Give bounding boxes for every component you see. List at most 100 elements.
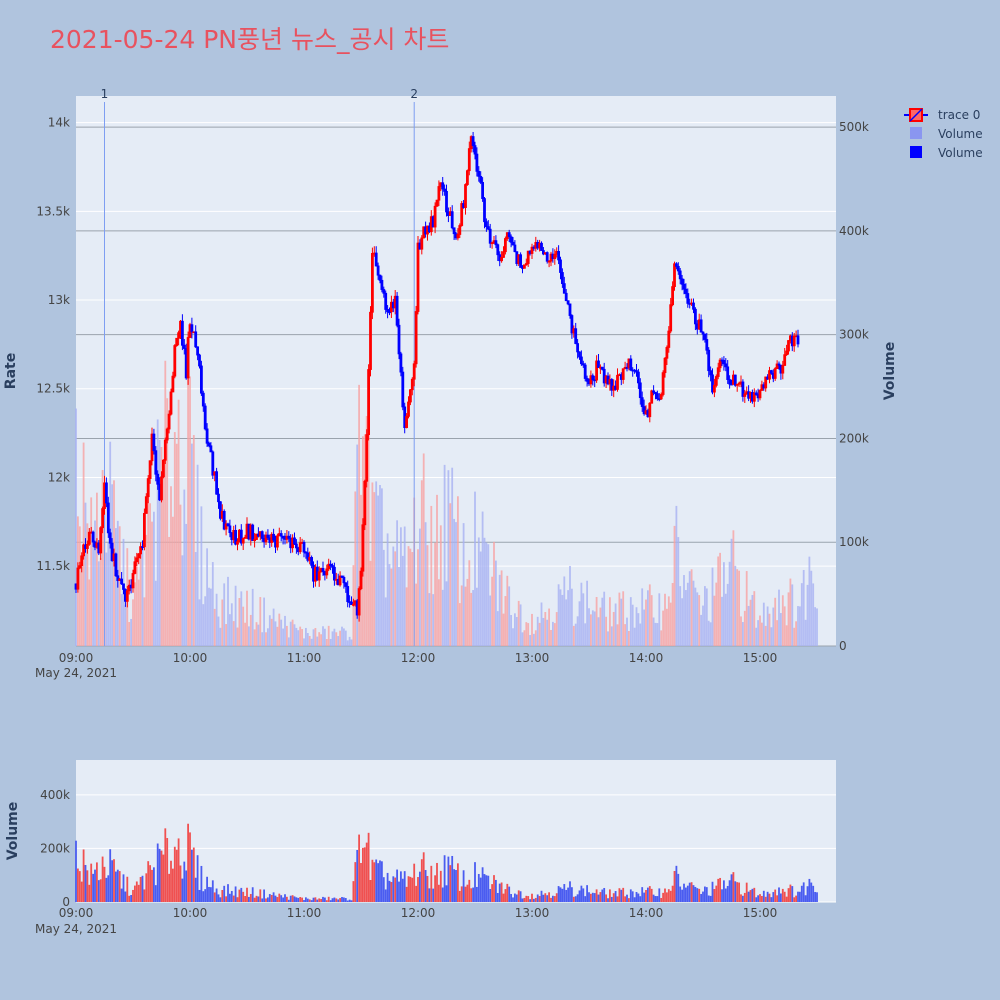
legend-item-candles[interactable]: trace 0 (904, 108, 980, 122)
candle-body (600, 366, 604, 370)
candle-body (699, 319, 703, 333)
candle-body (363, 480, 367, 526)
volume-bar (246, 887, 248, 902)
candle-body (675, 263, 678, 267)
volume-overlay-bar (601, 597, 604, 646)
volume-bar (162, 854, 165, 902)
volume-overlay-bar (217, 616, 220, 646)
volume-bar (553, 896, 556, 902)
candle-body (182, 344, 186, 349)
volume-bar (139, 877, 142, 902)
volume-overlay-bar (390, 568, 393, 646)
volume-bar (86, 870, 89, 902)
candle-body (585, 378, 589, 382)
volume-bar (187, 823, 189, 902)
candle-body (156, 473, 160, 485)
volume-bar (677, 873, 680, 902)
volume-overlay-bar (705, 588, 708, 646)
volume-bar (78, 871, 81, 902)
candle-body (386, 309, 390, 313)
volume-bar (757, 895, 759, 902)
candle-body (547, 260, 551, 263)
volume-overlay-bar (303, 638, 305, 646)
volume-overlay-bar (411, 552, 414, 646)
candle-body (481, 182, 485, 199)
volume-bar (223, 885, 226, 902)
volume-overlay-bar (677, 537, 680, 646)
volume-overlay-bar (764, 625, 767, 646)
price-x-tick-label: 14:00 (629, 651, 664, 665)
volume-bar (723, 880, 725, 902)
volume-overlay-bar (591, 610, 594, 646)
volume-overlay-bar (508, 586, 511, 646)
candle-body (488, 228, 492, 244)
candle-body (139, 546, 143, 555)
volume-bar (724, 888, 727, 902)
volume-overlay-bar (439, 525, 442, 646)
volume-bar (690, 882, 693, 902)
volume-bar (97, 880, 100, 902)
legend[interactable]: trace 0 Volume Volume (904, 108, 983, 160)
volume-overlay-bar (810, 570, 813, 646)
volume-overlay-bar (147, 487, 150, 646)
volume-bar (812, 885, 815, 902)
legend-item-volume[interactable]: Volume (910, 146, 983, 160)
legend-item-volume-overlay[interactable]: Volume (910, 127, 983, 141)
volume-x-tick-label: 15:00 (743, 906, 778, 920)
candle-body (106, 502, 110, 534)
candle-body (648, 402, 652, 418)
candle-body (101, 508, 104, 529)
volume-bar (726, 885, 729, 902)
candle-body (783, 354, 787, 366)
volume-bar (436, 862, 438, 902)
candle-body (502, 251, 505, 258)
volume-bar (628, 898, 630, 902)
volume-bar (533, 898, 535, 902)
candle-body (561, 272, 564, 285)
volume-overlay-bar (268, 615, 271, 646)
candle-body (272, 533, 276, 541)
volume-overlay-bar (753, 591, 756, 646)
volume-bar (762, 890, 765, 902)
volume-overlay-bar (232, 621, 235, 646)
candle-body (477, 170, 481, 177)
price-x-tick-label: 11:00 (287, 651, 322, 665)
volume-overlay-bar (445, 581, 448, 646)
volume-bar (198, 889, 201, 902)
volume-x-tick-label: 12:00 (401, 906, 436, 920)
volume-overlay-bar (588, 608, 590, 646)
candle-body (359, 570, 363, 590)
volume-overlay-bar (398, 566, 400, 646)
volume-bar (643, 892, 645, 902)
candle-body (595, 360, 598, 381)
candle-body (735, 383, 739, 386)
volume-overlay-bar (648, 584, 651, 646)
candle-body (467, 148, 471, 172)
candle-body (228, 525, 232, 534)
volume-bar (814, 891, 816, 902)
volume-bar (582, 888, 585, 902)
candle-body (340, 575, 344, 578)
volume-bar (673, 870, 676, 902)
volume-bar (489, 888, 492, 902)
volume-bar (382, 877, 385, 902)
volume-bar (430, 865, 433, 902)
volume-bar (736, 882, 739, 902)
candle-body (399, 353, 403, 373)
volume-overlay-bar (795, 621, 797, 646)
candle-body (754, 392, 758, 395)
candle-body (87, 531, 91, 545)
volume-bar (531, 893, 533, 902)
volume-bar (732, 872, 735, 902)
volume-overlay-bar (660, 630, 663, 646)
volume-y-ticks: 0 200k 400k (40, 788, 70, 909)
candle-body (293, 537, 296, 545)
volume-bar (479, 877, 482, 902)
volume-overlay-bar (286, 625, 288, 646)
candle-body (407, 401, 410, 417)
volume-bar (679, 886, 682, 902)
candle-body (701, 331, 705, 335)
volume-overlay-bar (673, 525, 676, 646)
volume-bar (464, 886, 467, 902)
volume-bar (766, 891, 769, 902)
